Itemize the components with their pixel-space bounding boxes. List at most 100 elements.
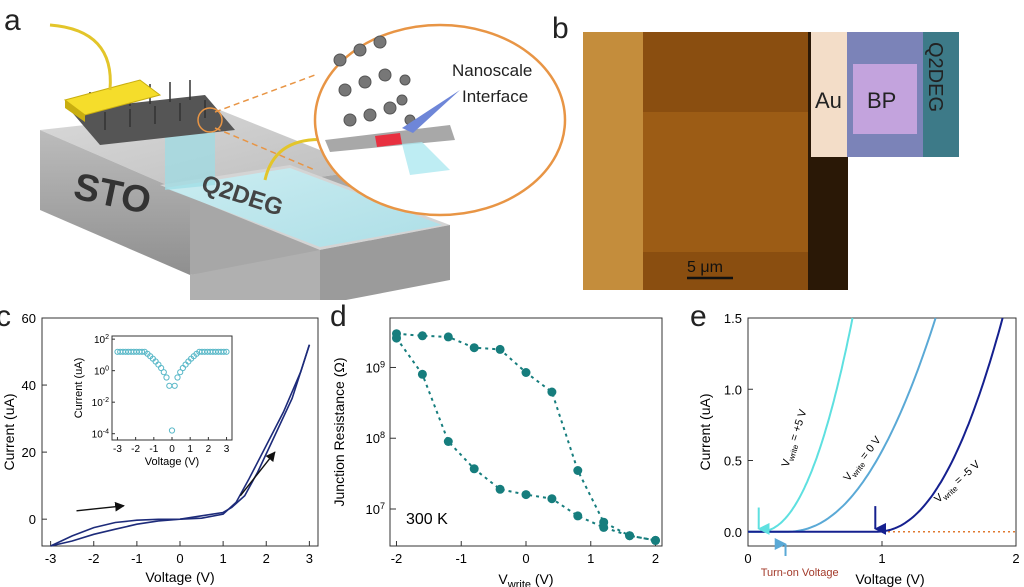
sweep-arrow-2 [239, 451, 276, 497]
resistance-point [495, 484, 505, 494]
resistance-point [573, 511, 583, 521]
resistance-line-2 [395, 337, 656, 542]
y-axis-label: Junction Resistance (Ω) [331, 358, 347, 507]
au-label: Au [815, 88, 842, 113]
turn-on-curve-2 [748, 317, 937, 533]
x-tick-label: -1 [455, 551, 467, 566]
inset-point [168, 427, 176, 434]
afm-image: Au BP Q2DEG 5 μm [583, 32, 959, 290]
panel-letter-d: d [330, 300, 347, 333]
x-tick-label: 0 [744, 551, 751, 566]
x-axis-label: Voltage (V) [145, 569, 214, 585]
q2deg-label-b: Q2DEG [924, 42, 946, 112]
resistance-point [443, 437, 453, 446]
y-tick-label: 40 [22, 378, 36, 393]
resistance-line-1 [396, 332, 656, 542]
inset-x-tick-label: 1 [187, 444, 193, 455]
inset-x-tick-label: -2 [131, 444, 140, 455]
y-tick-label: 1.0 [724, 382, 742, 397]
y-tick-label: 107 [365, 501, 385, 517]
x-tick-label: -2 [88, 551, 100, 566]
inset-frame [111, 335, 233, 441]
inset-y-axis-label: Current (uA) [73, 358, 85, 419]
x-tick-label: 0 [176, 551, 183, 566]
y-tick-label: 60 [22, 311, 36, 326]
inset-point [220, 348, 227, 355]
x-tick-label: 1 [587, 551, 594, 566]
y-tick-label: 1.5 [724, 311, 742, 326]
inset-y-tick-label: 10-4 [92, 429, 109, 441]
resistance-point [547, 387, 557, 397]
panel-letter-b: b [552, 12, 569, 45]
inset-x-axis-label: Voltage (V) [145, 456, 199, 468]
bp-label: BP [867, 88, 896, 113]
sweep-arrow-1 [76, 501, 125, 512]
resistance-point [417, 331, 427, 341]
inset-x-tick-label: 0 [169, 444, 175, 455]
x-tick-label: -2 [391, 551, 403, 566]
inset-x-tick-label: 3 [224, 444, 230, 455]
y-axis-label: Current (uA) [697, 393, 713, 470]
inset-x-tick-label: 2 [206, 444, 212, 455]
series-label-2: Vwrite = 0 V [841, 434, 885, 485]
resistance-point [417, 369, 427, 379]
resistance-point [392, 333, 401, 343]
inset-point [138, 348, 146, 355]
x-tick-label: 2 [1012, 551, 1019, 566]
x-tick-label: 2 [263, 551, 270, 566]
turn-on-curve-3 [748, 317, 1004, 533]
x-tick-label: -1 [131, 551, 143, 566]
plot-frame [747, 317, 1017, 547]
resistance-point [495, 344, 505, 354]
turn-on-curve-1 [748, 317, 854, 533]
y-tick-label: 0.5 [724, 454, 742, 469]
resistance-point [521, 490, 531, 500]
inset-point [158, 364, 165, 372]
inset-y-tick-label: 100 [94, 366, 109, 378]
panel-letter-c: c [0, 300, 11, 333]
device-schematic: STO Q2DEG Nanoscale Interface [40, 23, 567, 300]
y-tick-label: 0 [29, 512, 36, 527]
inset-point [163, 374, 170, 381]
turn-on-chart: 0 1 2 0.0 0.5 1.0 1.5 Voltage (V) Current (uA) Vw… [697, 311, 1020, 587]
x-axis-label: Vwrite (V) [498, 571, 553, 587]
resistance-point [573, 466, 583, 475]
resistance-point [651, 535, 660, 545]
y-tick-label: 20 [22, 445, 36, 460]
scalebar-label: 5 μm [687, 259, 723, 276]
resistance-chart: -2 -1 0 1 2 107 108 109 Vwrite (V) Junction Resis… [331, 317, 663, 587]
x-tick-label: 1 [878, 551, 885, 566]
iv-curve-1 [50, 344, 311, 547]
resistance-point [469, 343, 479, 353]
callout-label-line1: Nanoscale [452, 61, 532, 80]
resistance-point [469, 464, 479, 474]
inset-y-tick-label: 10-2 [92, 397, 109, 409]
resistance-point [599, 522, 609, 532]
inset-x-tick-label: -1 [149, 444, 158, 455]
x-axis-label: Voltage (V) [855, 571, 924, 587]
resistance-point [625, 531, 635, 541]
y-tick-label: 109 [365, 359, 385, 375]
x-tick-label: -3 [45, 551, 57, 566]
y-axis-label: Current (uA) [1, 393, 17, 470]
iv-curve-2 [50, 344, 311, 547]
x-tick-label: 2 [652, 551, 659, 566]
y-tick-label: 0.0 [724, 525, 742, 540]
x-tick-label: 3 [306, 551, 313, 566]
resistance-point [521, 368, 531, 377]
temperature-annotation: 300 K [406, 511, 448, 528]
inset-point [223, 348, 230, 355]
panel-letter-e: e [690, 300, 707, 333]
x-tick-label: 0 [522, 551, 529, 566]
turn-on-label: Turn-on Voltage [761, 567, 839, 579]
inset-point [174, 374, 181, 381]
inset-point [171, 382, 178, 389]
series-label-1: Vwrite = +5 V [780, 407, 812, 469]
inset-point [177, 369, 184, 376]
inset-y-tick-label: 102 [94, 334, 109, 346]
panel-letter-a: a [4, 4, 21, 37]
inset-x-tick-label: -3 [113, 444, 122, 455]
x-tick-label: 1 [220, 551, 227, 566]
inset-chart: -3 -2 -1 0 1 2 3 102 100 10-2 10-4 Voltage (V) Curre… [73, 334, 233, 468]
